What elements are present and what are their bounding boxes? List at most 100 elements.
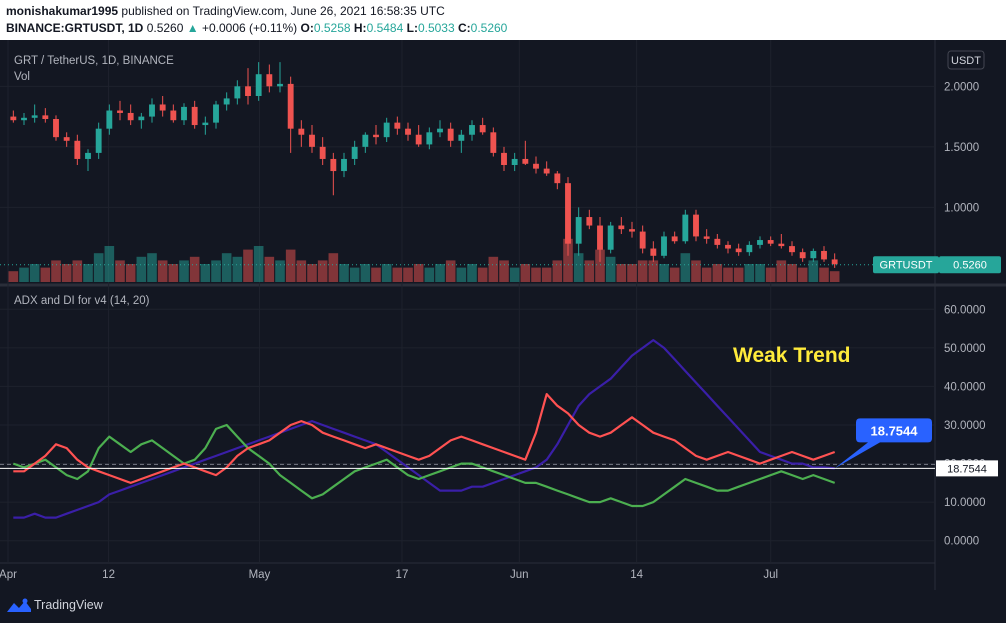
- volume-bar: [93, 253, 104, 282]
- price-tick-label: 2.0000: [944, 81, 979, 93]
- price-tick-label: 1.0000: [944, 202, 979, 214]
- volume-bar: [19, 267, 29, 282]
- candle-body: [287, 83, 294, 129]
- candle-body: [767, 240, 774, 244]
- volume-bar: [168, 264, 179, 282]
- candle-body: [575, 217, 582, 244]
- candle-body: [85, 152, 91, 159]
- volume-bar: [8, 271, 19, 282]
- volume-bar: [755, 264, 765, 282]
- volume-bar: [264, 256, 275, 282]
- time-tick-label: Apr: [0, 569, 17, 581]
- candle-body: [661, 236, 667, 256]
- candle-body: [799, 252, 806, 259]
- volume-bar: [701, 267, 712, 282]
- volume-bar: [829, 271, 840, 282]
- volume-bar: [381, 264, 392, 282]
- volume-bar: [595, 249, 605, 282]
- volume-bar: [285, 249, 296, 282]
- volume-bar: [627, 264, 637, 282]
- candle-body: [597, 225, 603, 250]
- last-price-value-badge: [939, 256, 1001, 274]
- volume-bar: [531, 267, 541, 282]
- volume-bar: [51, 260, 61, 282]
- currency-button[interactable]: [947, 50, 985, 70]
- volume-bar: [819, 267, 829, 282]
- volume-bar: [499, 260, 509, 282]
- open-value: 0.5258: [313, 21, 351, 35]
- chart-canvas[interactable]: 2.0000 1.5000 1.0000 60.0000 50.0000 40.0000…: [0, 40, 1006, 590]
- volume-bar: [307, 264, 317, 282]
- volume-bar: [520, 264, 531, 282]
- volume-bar: [445, 260, 456, 282]
- chart-area[interactable]: 2.0000 1.5000 1.0000 60.0000 50.0000 40.0000…: [0, 40, 1006, 590]
- volume-bar: [616, 264, 627, 282]
- price-axis[interactable]: 2.0000 1.5000 1.0000: [944, 81, 979, 214]
- candle-body: [618, 225, 625, 230]
- volume-bar: [787, 264, 797, 282]
- volume-bar: [563, 238, 573, 282]
- candle-body: [21, 117, 27, 121]
- author-name[interactable]: monishakumar1995: [6, 4, 119, 18]
- candle-body: [330, 158, 337, 172]
- candle-body: [95, 128, 102, 153]
- series-line-adx: [13, 339, 835, 519]
- candle-body: [298, 128, 305, 135]
- candle-body: [501, 152, 507, 165]
- candle-body: [714, 238, 721, 245]
- candle-body: [149, 104, 155, 117]
- candle-body: [789, 246, 795, 253]
- volume-bar: [509, 267, 520, 282]
- volume-bar: [328, 253, 339, 282]
- volume-bar: [136, 256, 147, 282]
- volume-bar: [424, 267, 435, 282]
- volume-bar: [317, 260, 328, 282]
- volume-bar: [392, 267, 403, 282]
- candle-body: [117, 110, 123, 113]
- volume-bar: [115, 260, 125, 282]
- currency-button-label[interactable]: USDT: [951, 55, 981, 67]
- time-tick-label: Jul: [763, 569, 778, 581]
- hline-axis-badge: [936, 460, 998, 477]
- volume-bar: [275, 260, 285, 282]
- price-pane-title: GRT / TetherUS, 1D, BINANCE: [14, 55, 174, 67]
- adx-tick-label: 0.0000: [944, 536, 979, 548]
- candle-body: [725, 244, 731, 249]
- candle-body: [394, 122, 401, 129]
- candle-body: [458, 134, 465, 141]
- volume-bar: [179, 260, 189, 282]
- candle-body: [703, 236, 710, 239]
- adx-axis[interactable]: 60.000050.000040.000030.000020.000010.00…: [944, 304, 986, 547]
- time-axis[interactable]: Apr 12 May 17 Jun 14 Jul: [0, 569, 778, 581]
- volume-bar: [573, 253, 584, 282]
- candle-body: [106, 110, 113, 129]
- tradingview-brand[interactable]: TradingView: [34, 598, 103, 612]
- time-tick-label: 17: [396, 569, 409, 581]
- volume-bar: [659, 264, 669, 282]
- candle-body: [682, 214, 689, 242]
- candle-body: [383, 122, 390, 138]
- volume-bar: [157, 260, 168, 282]
- volume-bar: [211, 260, 221, 282]
- footer: TradingView: [0, 590, 1006, 623]
- volume-bar: [541, 267, 552, 282]
- series-line-diplus: [12, 423, 836, 508]
- candle-body: [127, 112, 134, 121]
- weak-trend-annotation[interactable]: Weak Trend: [733, 344, 851, 367]
- value-callout[interactable]: [834, 418, 932, 469]
- change-value: +0.0006 (+0.11%): [201, 21, 298, 35]
- series-line-diminus: [13, 393, 836, 484]
- candle-body: [522, 158, 529, 164]
- volume-bar: [339, 264, 349, 282]
- candle-body: [405, 128, 411, 135]
- hline-axis-value: 18.7544: [947, 463, 987, 475]
- candle-body: [266, 74, 273, 87]
- volume-bar: [744, 264, 755, 282]
- candle-body: [42, 115, 49, 119]
- candle-body: [341, 158, 347, 172]
- tradingview-logo-icon[interactable]: [5, 596, 33, 616]
- volume-bar: [200, 264, 211, 282]
- candle-body: [191, 106, 198, 126]
- value-callout-text[interactable]: 18.7544: [871, 423, 919, 438]
- volume-bar: [243, 249, 253, 282]
